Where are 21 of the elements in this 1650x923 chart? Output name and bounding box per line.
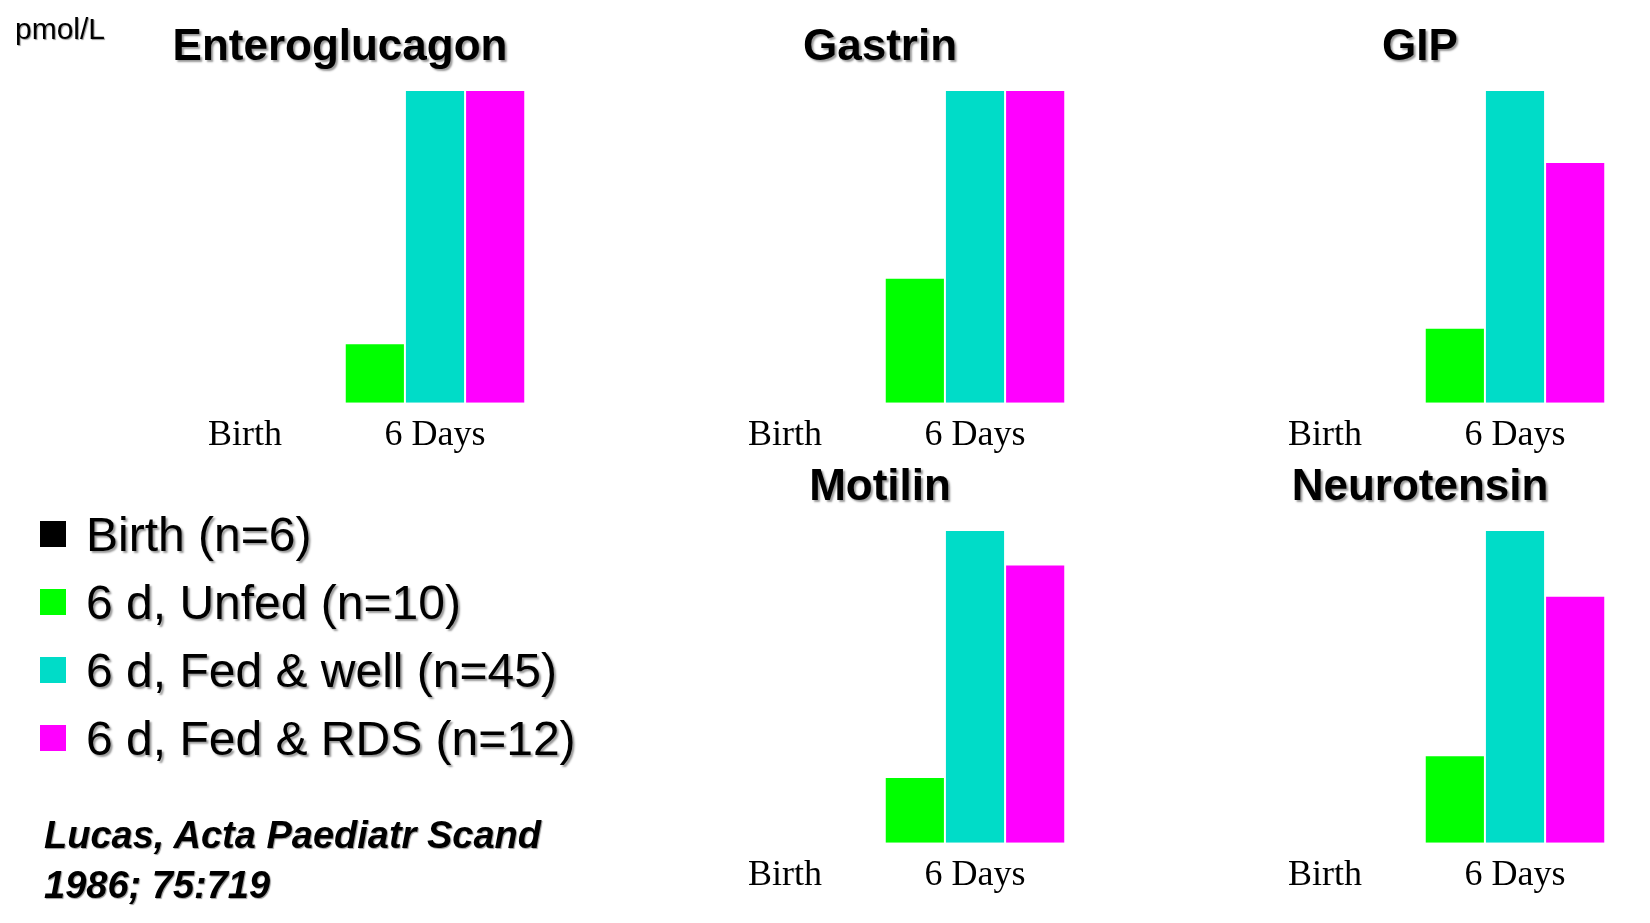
legend-label: 6 d, Fed & RDS (n=12) — [86, 710, 576, 766]
x-tick-label: Birth — [1287, 412, 1363, 453]
x-tick-label: 6 Days — [384, 412, 486, 453]
x-tick-label: 6 Days — [1464, 412, 1566, 453]
x-tick-label: Birth — [1287, 852, 1363, 893]
legend-label: 6 d, Fed & well (n=45) — [86, 642, 557, 698]
x-tick-label: Birth — [747, 412, 823, 453]
x-tick-label: 6 Days — [1464, 852, 1566, 893]
chart-title: Enteroglucagon — [171, 20, 509, 70]
chart-title: GIP — [1381, 20, 1459, 70]
text: Lucas, Acta Paediatr Scand 1986; 75:719 — [44, 813, 543, 908]
x-tick-label: Birth — [207, 412, 283, 453]
x-tick-label: Birth — [747, 852, 823, 893]
legend-label: Birth (n=6) — [86, 506, 312, 562]
y-axis-title: pmol/L — [15, 12, 106, 46]
x-tick-label: 6 Days — [924, 412, 1026, 453]
x-tick-label: 6 Days — [924, 852, 1026, 893]
legend-label: 6 d, Unfed (n=10) — [86, 574, 461, 630]
chart-title: Motilin — [808, 460, 952, 510]
chart-title: Gastrin — [801, 20, 958, 70]
chart-title: Neurotensin — [1290, 460, 1550, 510]
